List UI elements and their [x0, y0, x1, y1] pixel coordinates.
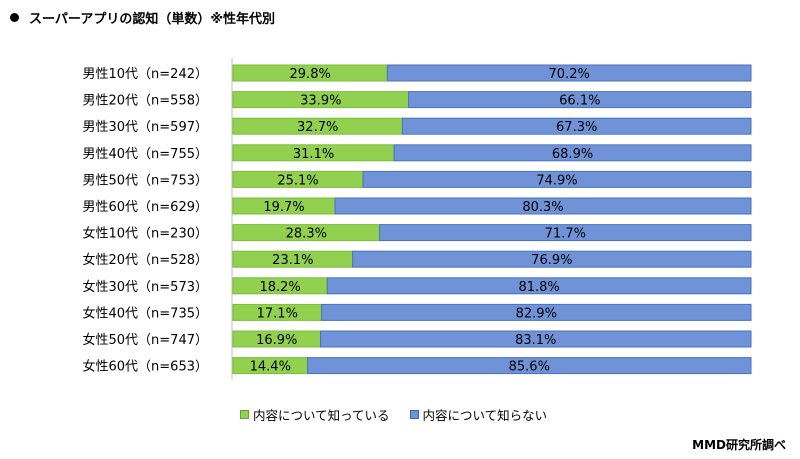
legend-item-known: 内容について知っている [240, 405, 390, 424]
bullet-icon [10, 13, 19, 22]
data-label: 71.7% [545, 227, 586, 242]
category-label: 女性60代（n=653） [83, 359, 209, 375]
data-label: 33.9% [300, 94, 341, 109]
data-label: 67.3% [556, 120, 597, 135]
category-label: 男性30代（n=597） [83, 120, 209, 135]
data-label: 25.1% [277, 173, 318, 188]
bar-segment-unknown [393, 144, 752, 162]
bar-segment-unknown [386, 64, 752, 82]
category-label: 男性60代（n=629） [83, 200, 209, 215]
data-label: 29.8% [290, 67, 331, 82]
data-label: 85.6% [509, 360, 550, 375]
data-label: 76.9% [531, 253, 572, 268]
data-label: 19.7% [263, 200, 304, 215]
data-label: 80.3% [522, 200, 563, 215]
data-label: 82.9% [516, 306, 557, 321]
data-label: 32.7% [297, 120, 338, 135]
bar-segment-unknown [379, 224, 752, 242]
category-label: 女性40代（n=735） [83, 305, 209, 321]
category-label: 女性30代（n=573） [83, 279, 209, 295]
source-note: MMD研究所調べ [692, 438, 786, 452]
legend-item-unknown: 内容について知らない [409, 405, 548, 424]
data-label: 14.4% [250, 360, 291, 375]
bar-segment-unknown [352, 250, 752, 268]
data-label: 81.8% [518, 280, 559, 295]
bar-segment-unknown [326, 277, 752, 295]
legend: 内容について知っている 内容について知らない [240, 405, 547, 424]
data-label: 66.1% [559, 94, 600, 109]
category-label: 女性10代（n=230） [83, 226, 209, 242]
category-label: 女性20代（n=528） [83, 252, 209, 268]
data-label: 83.1% [515, 333, 556, 348]
data-label: 17.1% [257, 306, 298, 321]
data-label: 68.9% [552, 147, 593, 162]
data-label: 23.1% [272, 253, 313, 268]
bar-segment-unknown [401, 117, 752, 135]
category-label: 男性10代（n=242） [83, 67, 209, 82]
legend-label: 内容について知っている [253, 408, 390, 423]
legend-swatch-green [240, 410, 249, 419]
bar-segment-unknown [307, 357, 752, 375]
chart-title: スーパーアプリの認知（単数）※性年代別 [10, 8, 275, 27]
data-label: 31.1% [293, 147, 334, 162]
bar-segment-unknown [408, 91, 752, 109]
legend-swatch-blue [409, 410, 419, 419]
category-label: 女性50代（n=747） [83, 332, 209, 348]
category-label: 男性20代（n=558） [83, 94, 209, 109]
bar-segment-unknown [334, 197, 752, 215]
bar-segment-unknown [321, 303, 752, 321]
data-label: 28.3% [286, 227, 327, 242]
bar-segment-unknown [320, 330, 752, 348]
data-label: 18.2% [259, 280, 300, 295]
legend-label: 内容について知らない [422, 408, 548, 423]
data-label: 16.9% [256, 333, 297, 348]
category-label: 男性40代（n=755） [83, 147, 209, 162]
data-label: 70.2% [549, 67, 590, 82]
category-label: 男性50代（n=753） [83, 173, 209, 188]
data-label: 74.9% [536, 173, 577, 188]
chart-title-text: スーパーアプリの認知（単数）※性年代別 [29, 12, 275, 27]
bar-segment-unknown [362, 170, 752, 188]
